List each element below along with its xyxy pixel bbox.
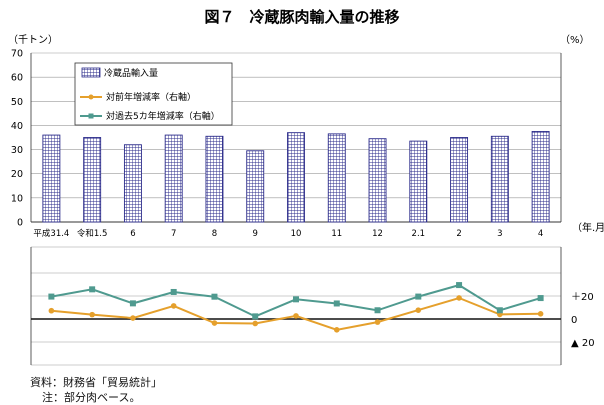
yoy-point xyxy=(456,295,462,301)
five-year-point xyxy=(374,307,381,314)
legend-bar-swatch xyxy=(81,67,101,78)
five-year-point xyxy=(537,295,544,302)
x-axis-unit: （年.月） xyxy=(572,221,604,234)
x-axis-tick-labels: 平成31.4 令和1.5 6 7 8 9 10 11 12 2.1 2 3 4 xyxy=(33,228,543,239)
x-tick-label: 令和1.5 xyxy=(77,228,108,239)
five-year-point xyxy=(211,293,218,300)
bar-11 xyxy=(450,137,469,223)
legend-line-5yr-label: 対過去5カ年増減率（右軸） xyxy=(106,110,220,122)
yoy-point xyxy=(48,307,55,314)
five-year-point xyxy=(48,293,55,300)
bar-4 xyxy=(164,134,183,223)
x-tick-label: 11 xyxy=(331,229,342,239)
bar-9 xyxy=(368,138,387,223)
x-tick-label: 10 xyxy=(291,229,302,239)
five-year-point xyxy=(333,300,340,307)
x-tick-label: 12 xyxy=(372,229,383,239)
bar-7 xyxy=(287,132,305,223)
five-year-point xyxy=(293,296,299,303)
bar-series xyxy=(42,131,550,223)
legend-line-5yr-marker xyxy=(88,113,94,119)
bar-8 xyxy=(327,133,346,223)
footnote: 注：部分肉ベース。 xyxy=(42,391,141,404)
legend-line-yoy-marker xyxy=(88,94,94,100)
legend-bar-label: 冷蔵品輸入量 xyxy=(104,67,158,79)
bar-5 xyxy=(205,135,224,223)
left-axis-tick-label: 30 xyxy=(11,145,23,156)
bar-10 xyxy=(409,140,428,223)
yoy-point xyxy=(170,303,177,309)
left-axis-tick-label: 0 xyxy=(17,218,23,229)
x-tick-label: 2 xyxy=(456,229,461,239)
x-tick-label: 4 xyxy=(538,229,543,239)
x-tick-label: 2.1 xyxy=(412,229,426,239)
yoy-point xyxy=(333,327,340,333)
legend: 冷蔵品輸入量 対前年増減率（右軸） 対過去5カ年増減率（右軸） xyxy=(74,62,233,126)
left-axis-unit: （千トン） xyxy=(8,34,58,46)
five-year-point xyxy=(89,286,96,293)
five-year-point xyxy=(456,282,463,289)
right-axis-unit: （%） xyxy=(560,34,590,46)
x-tick-label: 7 xyxy=(171,229,176,239)
yoy-point xyxy=(415,307,422,313)
chart-title: 図７ 冷蔵豚肉輸入量の推移 xyxy=(204,8,399,26)
left-axis-tick-label: 20 xyxy=(11,169,23,180)
bar-13 xyxy=(531,131,550,223)
yoy-point xyxy=(374,319,381,325)
five-year-point xyxy=(170,288,177,295)
yoy-point xyxy=(293,313,299,319)
left-axis-tick-label: 50 xyxy=(11,97,23,108)
left-axis-tick-label: 70 xyxy=(11,49,23,60)
right-axis-tick-label: 0 xyxy=(571,315,577,326)
right-axis-tick-label: ＋20 xyxy=(571,292,594,303)
legend-box xyxy=(74,62,233,126)
bar-6 xyxy=(246,150,265,223)
bar-3 xyxy=(123,144,142,223)
yoy-point xyxy=(130,315,136,321)
yoy-point xyxy=(89,311,95,318)
five-year-point xyxy=(252,313,259,320)
left-axis-tick-label: 10 xyxy=(11,193,23,204)
right-axis-tick-label: ▲ 20 xyxy=(571,338,595,349)
x-tick-label: 平成31.4 xyxy=(33,228,69,239)
left-axis-tick-label: 60 xyxy=(11,73,23,84)
left-axis-ticks: 0 10 20 30 40 50 60 70 xyxy=(11,49,23,229)
five-year-point xyxy=(129,300,136,307)
x-tick-label: 6 xyxy=(130,229,135,239)
line-gridlines xyxy=(30,246,562,366)
legend-line-yoy-label: 対前年増減率（右軸） xyxy=(106,91,196,103)
yoy-point xyxy=(252,320,259,327)
x-tick-label: 9 xyxy=(253,229,258,239)
five-year-point xyxy=(496,307,503,314)
source-note: 資料：財務省「貿易統計」 xyxy=(30,376,162,389)
yoy-point xyxy=(211,320,218,326)
x-tick-label: 8 xyxy=(212,229,217,239)
x-tick-label: 3 xyxy=(497,229,502,239)
yoy-point xyxy=(537,311,544,317)
right-axis-ticks: ＋20 0 ▲ 20 xyxy=(571,292,595,349)
line-series xyxy=(48,282,544,333)
five-year-point xyxy=(415,293,422,300)
bar-2 xyxy=(83,137,102,223)
bar-12 xyxy=(490,135,509,223)
left-axis-tick-label: 40 xyxy=(11,121,23,132)
bar-1 xyxy=(42,134,61,223)
